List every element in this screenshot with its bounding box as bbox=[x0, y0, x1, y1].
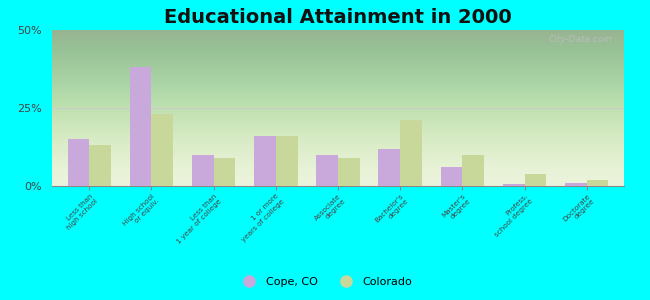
Bar bbox=[338, 158, 359, 186]
Bar bbox=[565, 183, 587, 186]
Bar bbox=[400, 121, 422, 186]
Bar bbox=[214, 158, 235, 186]
Bar bbox=[525, 173, 546, 186]
Bar bbox=[276, 136, 298, 186]
Bar bbox=[462, 155, 484, 186]
Bar bbox=[378, 148, 400, 186]
Bar bbox=[151, 114, 174, 186]
Bar bbox=[441, 167, 462, 186]
Text: City-Data.com: City-Data.com bbox=[549, 35, 612, 44]
Bar bbox=[317, 155, 338, 186]
Legend: Cope, CO, Colorado: Cope, CO, Colorado bbox=[233, 273, 417, 291]
Bar bbox=[89, 146, 111, 186]
Bar bbox=[502, 184, 525, 186]
Bar bbox=[130, 68, 151, 186]
Title: Educational Attainment in 2000: Educational Attainment in 2000 bbox=[164, 8, 512, 27]
Bar bbox=[587, 180, 608, 186]
Bar bbox=[68, 139, 89, 186]
Bar bbox=[192, 155, 214, 186]
Bar bbox=[254, 136, 276, 186]
